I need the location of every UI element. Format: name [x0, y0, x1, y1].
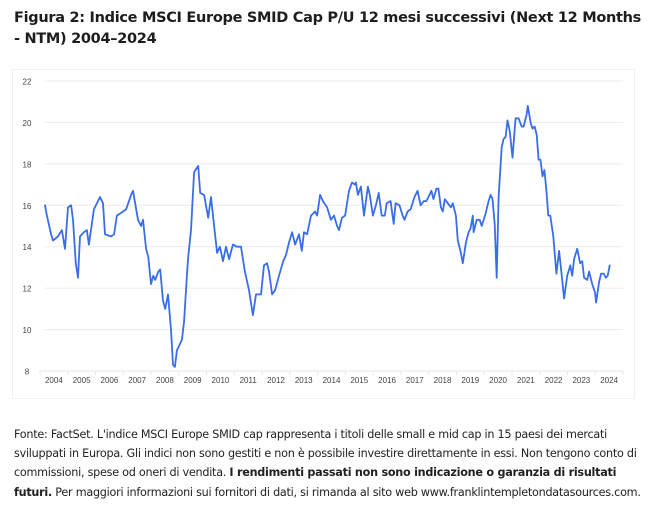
x-tick-label: 2004 — [45, 376, 63, 385]
x-tick-label: 2024 — [600, 376, 618, 385]
x-tick-label: 2005 — [73, 376, 91, 385]
x-tick-label: 2018 — [434, 376, 452, 385]
x-tick-label: 2016 — [378, 376, 396, 385]
series-layer — [44, 105, 611, 368]
y-tick-label: 10 — [23, 326, 32, 335]
footnote-disclaimer: I rendimenti passati non sono indicazion… — [14, 466, 617, 499]
y-tick-label: 8 — [25, 368, 30, 377]
figure-title: Figura 2: Indice MSCI Europe SMID Cap P/… — [14, 10, 642, 47]
x-tick-label: 2022 — [545, 376, 563, 385]
series-line-pe-ratio — [44, 105, 611, 368]
x-tick-label: 2011 — [240, 376, 258, 385]
x-tick-label: 2006 — [101, 376, 119, 385]
footnote-source-link-text: Per maggiori informazioni sui fornitori … — [52, 485, 641, 499]
y-axis-ticks: 8 10 12 14 16 18 20 22 — [23, 78, 32, 377]
x-tick-label: 2017 — [406, 376, 424, 385]
x-tick-label: 2010 — [212, 376, 230, 385]
y-tick-label: 22 — [23, 78, 32, 87]
chart-panel: 8 10 12 14 16 18 20 22 2004 2005 2006 2007 2008 2009… — [12, 69, 635, 399]
x-tick-label: 2007 — [128, 376, 146, 385]
y-tick-label: 16 — [23, 202, 32, 211]
x-tick-label: 2023 — [572, 376, 590, 385]
x-tick-label: 2020 — [489, 376, 507, 385]
gridlines — [45, 80, 623, 331]
x-tick-label: 2008 — [156, 376, 174, 385]
y-tick-label: 18 — [23, 160, 32, 169]
x-tick-label: 2014 — [323, 376, 341, 385]
x-tick-label: 2012 — [267, 376, 285, 385]
footnote: Fonte: FactSet. L'indice MSCI Europe SMI… — [14, 425, 644, 502]
y-tick-label: 20 — [23, 119, 32, 128]
x-tick-label: 2015 — [350, 376, 368, 385]
x-axis: 2004 2005 2006 2007 2008 2009 2010 2011 2012 2013… — [39, 370, 624, 385]
x-tick-label: 2013 — [295, 376, 313, 385]
footnote-text: Fonte: FactSet. L'indice MSCI Europe SMI… — [14, 428, 637, 480]
x-tick-label: 2009 — [184, 376, 202, 385]
y-tick-label: 14 — [23, 243, 32, 252]
x-tick-label: 2021 — [517, 376, 535, 385]
y-tick-label: 12 — [23, 285, 32, 294]
x-tick-label: 2019 — [461, 376, 479, 385]
